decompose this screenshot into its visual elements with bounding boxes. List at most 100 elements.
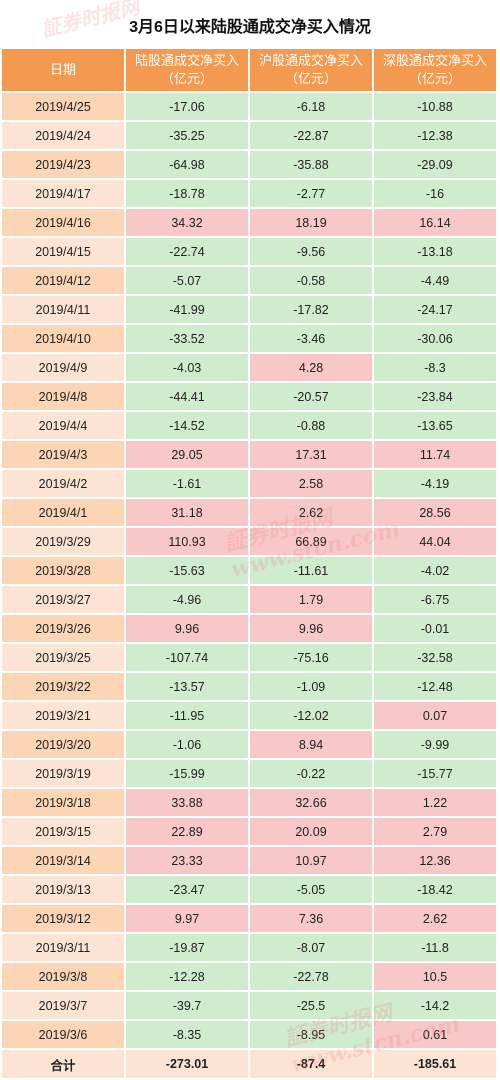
date-cell: 2019/4/24 [2, 122, 126, 151]
table-row: 2019/3/25 -107.74 -75.16 -32.58 [2, 644, 498, 673]
hugutong-value: -3.46 [250, 325, 374, 354]
date-cell: 2019/3/29 [2, 528, 126, 557]
table-row: 2019/3/29 110.93 66.89 44.04 [2, 528, 498, 557]
date-cell: 2019/3/28 [2, 557, 126, 586]
hugutong-value: 4.28 [250, 354, 374, 383]
table-row: 2019/3/18 33.88 32.66 1.22 [2, 789, 498, 818]
shengutong-value: -12.38 [374, 122, 498, 151]
lugutong-value: -1.61 [126, 470, 250, 499]
shengutong-value: 16.14 [374, 209, 498, 238]
lugutong-value: -44.41 [126, 383, 250, 412]
hugutong-value: -5.05 [250, 876, 374, 905]
hugutong-value: 32.66 [250, 789, 374, 818]
hugutong-value: -75.16 [250, 644, 374, 673]
total-lugutong: -273.01 [126, 1050, 250, 1080]
date-cell: 2019/3/26 [2, 615, 126, 644]
lugutong-value: -12.28 [126, 963, 250, 992]
hugutong-value: 18.19 [250, 209, 374, 238]
date-cell: 2019/3/12 [2, 905, 126, 934]
hugutong-value: 17.31 [250, 441, 374, 470]
table-row: 2019/3/12 9.97 7.36 2.62 [2, 905, 498, 934]
date-cell: 2019/4/2 [2, 470, 126, 499]
table-row: 2019/4/10 -33.52 -3.46 -30.06 [2, 325, 498, 354]
lugutong-value: -4.96 [126, 586, 250, 615]
hugutong-value: -8.95 [250, 1021, 374, 1050]
shengutong-value: -11.8 [374, 934, 498, 963]
shengutong-value: -10.88 [374, 93, 498, 122]
date-cell: 2019/3/11 [2, 934, 126, 963]
hugutong-value: -0.58 [250, 267, 374, 296]
shengutong-value: -8.3 [374, 354, 498, 383]
header-shengutong: 深股通成交净买入（亿元） [374, 49, 498, 93]
shengutong-value: 10.5 [374, 963, 498, 992]
lugutong-value: 34.32 [126, 209, 250, 238]
lugutong-value: 110.93 [126, 528, 250, 557]
table-row: 2019/4/2 -1.61 2.58 -4.19 [2, 470, 498, 499]
shengutong-value: 1.22 [374, 789, 498, 818]
lugutong-value: -33.52 [126, 325, 250, 354]
table-row: 2019/3/8 -12.28 -22.78 10.5 [2, 963, 498, 992]
hugutong-value: -0.22 [250, 760, 374, 789]
hugutong-value: -1.09 [250, 673, 374, 702]
table-row: 2019/3/27 -4.96 1.79 -6.75 [2, 586, 498, 615]
date-cell: 2019/4/16 [2, 209, 126, 238]
table-row: 2019/4/11 -41.99 -17.82 -24.17 [2, 296, 498, 325]
lugutong-value: -39.7 [126, 992, 250, 1021]
shengutong-value: -23.84 [374, 383, 498, 412]
date-cell: 2019/3/21 [2, 702, 126, 731]
shengutong-value: -13.65 [374, 412, 498, 441]
lugutong-value: -4.03 [126, 354, 250, 383]
lugutong-value: -18.78 [126, 180, 250, 209]
table-row: 2019/4/8 -44.41 -20.57 -23.84 [2, 383, 498, 412]
table-row: 2019/3/15 22.89 20.09 2.79 [2, 818, 498, 847]
hugutong-value: -17.82 [250, 296, 374, 325]
hugutong-value: 10.97 [250, 847, 374, 876]
header-date: 日期 [2, 49, 126, 93]
hugutong-value: -9.56 [250, 238, 374, 267]
date-cell: 2019/3/25 [2, 644, 126, 673]
date-cell: 2019/3/18 [2, 789, 126, 818]
shengutong-value: -6.75 [374, 586, 498, 615]
shengutong-value: -32.58 [374, 644, 498, 673]
table-row: 2019/3/14 23.33 10.97 12.36 [2, 847, 498, 876]
table-row: 2019/4/25 -17.06 -6.18 -10.88 [2, 93, 498, 122]
date-cell: 2019/4/17 [2, 180, 126, 209]
header-hugutong: 沪股通成交净买入（亿元） [250, 49, 374, 93]
table-header-row: 日期 陆股通成交净买入（亿元） 沪股通成交净买入（亿元） 深股通成交净买入（亿元… [2, 49, 498, 93]
hugutong-value: 8.94 [250, 731, 374, 760]
lugutong-value: -41.99 [126, 296, 250, 325]
lugutong-value: -15.63 [126, 557, 250, 586]
table-row: 2019/3/7 -39.7 -25.5 -14.2 [2, 992, 498, 1021]
lugutong-value: -14.52 [126, 412, 250, 441]
date-cell: 2019/4/9 [2, 354, 126, 383]
table-row: 2019/3/19 -15.99 -0.22 -15.77 [2, 760, 498, 789]
shengutong-value: -4.49 [374, 267, 498, 296]
date-cell: 2019/4/10 [2, 325, 126, 354]
shengutong-value: 2.62 [374, 905, 498, 934]
shengutong-value: -0.01 [374, 615, 498, 644]
page-title: 3月6日以来陆股通成交净买入情况 [129, 19, 371, 36]
lugutong-value: -64.98 [126, 151, 250, 180]
lugutong-value: -23.47 [126, 876, 250, 905]
shengutong-value: -24.17 [374, 296, 498, 325]
hugutong-value: 9.96 [250, 615, 374, 644]
header-lugutong: 陆股通成交净买入（亿元） [126, 49, 250, 93]
table-row: 2019/3/21 -11.95 -12.02 0.07 [2, 702, 498, 731]
table-row: 2019/4/9 -4.03 4.28 -8.3 [2, 354, 498, 383]
table-row: 2019/4/15 -22.74 -9.56 -13.18 [2, 238, 498, 267]
table-row: 2019/4/23 -64.98 -35.88 -29.09 [2, 151, 498, 180]
lugutong-value: -15.99 [126, 760, 250, 789]
hugutong-value: 20.09 [250, 818, 374, 847]
date-cell: 2019/3/13 [2, 876, 126, 905]
date-cell: 2019/4/15 [2, 238, 126, 267]
hugutong-value: 66.89 [250, 528, 374, 557]
hugutong-value: -11.61 [250, 557, 374, 586]
date-cell: 2019/4/1 [2, 499, 126, 528]
shengutong-value: -29.09 [374, 151, 498, 180]
table-row: 2019/3/11 -19.87 -8.07 -11.8 [2, 934, 498, 963]
shengutong-value: -16 [374, 180, 498, 209]
hugutong-value: -20.57 [250, 383, 374, 412]
lugutong-value: 31.18 [126, 499, 250, 528]
hugutong-value: -35.88 [250, 151, 374, 180]
table-body: 2019/4/25 -17.06 -6.18 -10.88 2019/4/24 -35.2… [2, 93, 498, 1080]
